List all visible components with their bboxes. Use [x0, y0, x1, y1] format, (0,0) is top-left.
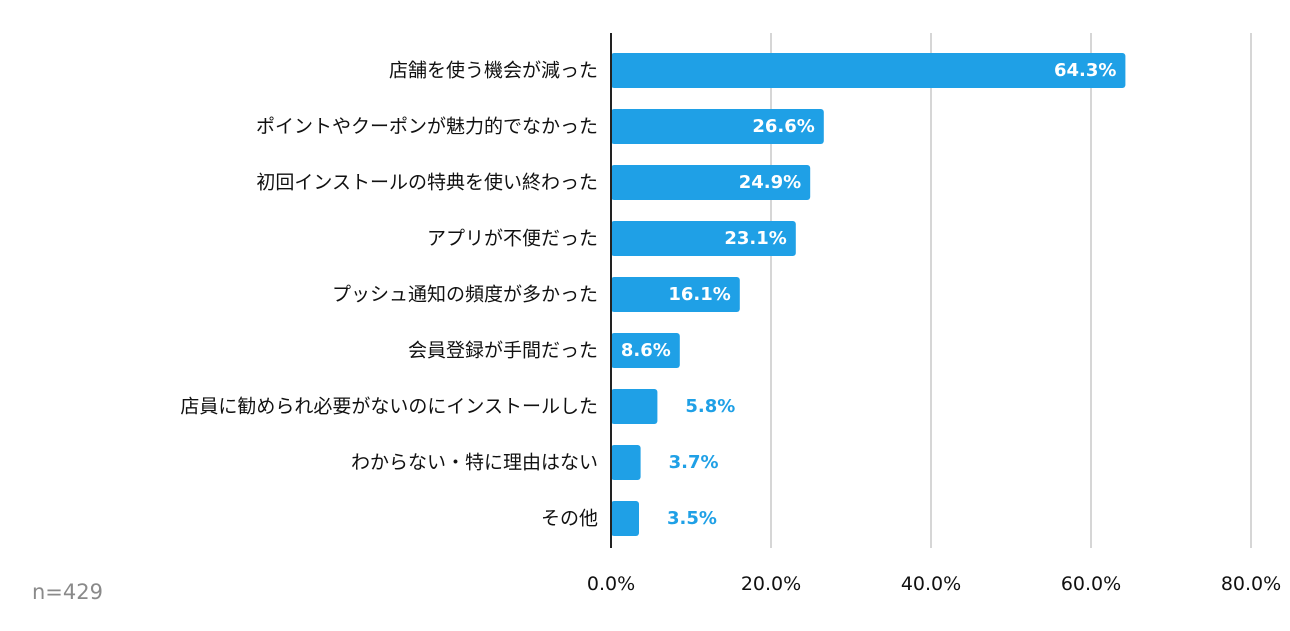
value-label-2: 26.6%	[752, 116, 814, 137]
x-axis-tick-labels: 0.0% 20.0% 40.0% 60.0% 80.0%	[587, 573, 1281, 595]
category-label-4: アプリが不便だった	[427, 228, 598, 250]
category-label-2: ポイントやクーポンが魅力的でなかった	[256, 116, 598, 138]
category-label-7: 店員に勧められ必要がないのにインストールした	[180, 396, 598, 418]
category-labels: 店舗を使う機会が減ったポイントやクーポンが魅力的でなかった初回インストールの特典…	[180, 60, 598, 530]
sample-size-note: n=429	[32, 580, 103, 604]
value-label-9: 3.5%	[667, 508, 717, 529]
category-label-3: 初回インストールの特典を使い終わった	[256, 172, 598, 194]
bar-1	[611, 53, 1126, 88]
x-tick-label-4: 80.0%	[1221, 573, 1281, 595]
category-label-5: プッシュ通知の頻度が多かった	[332, 284, 598, 306]
bar-3	[611, 165, 811, 200]
value-label-7: 5.8%	[685, 396, 735, 417]
category-label-9: その他	[541, 508, 598, 530]
value-labels: 64.3% 26.6% 24.9% 23.1% 16.1% 8.6% 5.8% 3.7% 3.5…	[621, 60, 1117, 529]
bar-2	[611, 109, 824, 144]
value-label-6: 8.6%	[621, 340, 671, 361]
value-label-3: 24.9%	[739, 172, 801, 193]
bar-7	[611, 389, 658, 424]
x-tick-label-3: 60.0%	[1061, 573, 1121, 595]
category-label-1: 店舗を使う機会が減った	[389, 60, 598, 82]
gridlines	[770, 33, 1252, 548]
value-label-4: 23.1%	[724, 228, 786, 249]
value-label-8: 3.7%	[669, 452, 719, 473]
x-tick-label-1: 20.0%	[741, 573, 801, 595]
bars	[611, 53, 1126, 536]
x-tick-label-2: 40.0%	[901, 573, 961, 595]
bar-5	[611, 277, 740, 312]
bar-4	[611, 221, 796, 256]
category-label-8: わからない・特に理由はない	[351, 452, 598, 474]
category-label-6: 会員登録が手間だった	[408, 340, 598, 362]
bar-8	[611, 445, 641, 480]
bar-9	[611, 501, 639, 536]
bar-6	[611, 333, 680, 368]
value-label-1: 64.3%	[1054, 60, 1116, 81]
x-tick-label-0: 0.0%	[587, 573, 635, 595]
value-label-5: 16.1%	[668, 284, 730, 305]
